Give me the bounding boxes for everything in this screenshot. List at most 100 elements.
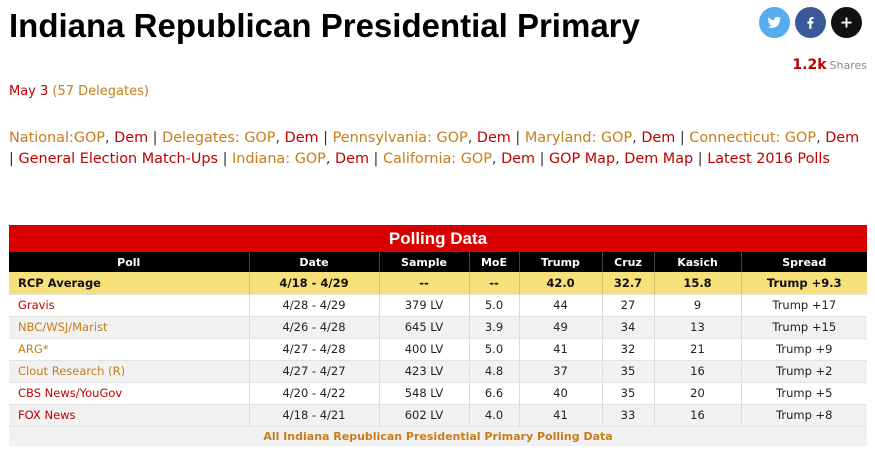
poll-source-link[interactable]: Gravis [18, 298, 55, 312]
nav-link[interactable]: Dem [335, 151, 369, 167]
nav-separator: | [675, 130, 690, 146]
nav-link[interactable]: GOP [294, 151, 326, 167]
nav-link[interactable]: Indiana: [232, 151, 291, 167]
nav-link[interactable]: Connecticut: [689, 130, 781, 146]
cell-moe: 5.0 [468, 338, 519, 361]
twitter-share-button[interactable] [759, 7, 790, 38]
table-row: CBS News/YouGov 4/20 - 4/22 548 LV 6.6 40 35 2… [9, 382, 867, 405]
cell-kasich: 20 [653, 382, 741, 405]
cell-poll: FOX News [9, 404, 249, 427]
cell-poll: CBS News/YouGov [9, 382, 249, 405]
twitter-icon [767, 16, 782, 28]
cell-spread: Trump +8 [740, 404, 867, 427]
cell-poll: Clout Research (R) [9, 360, 249, 383]
cell-cruz: 34 [601, 316, 654, 339]
nav-link[interactable]: General Election Match-Ups [18, 151, 218, 167]
cell-cruz: 32 [601, 338, 654, 361]
nav-link[interactable]: GOP [460, 151, 492, 167]
column-header-spread[interactable]: Spread [740, 252, 867, 272]
nav-separator: , [491, 151, 502, 167]
nav-link[interactable]: Maryland: [524, 130, 597, 146]
average-sample: -- [378, 272, 469, 295]
cell-sample: 400 LV [378, 338, 469, 361]
cell-kasich: 13 [653, 316, 741, 339]
cell-cruz: 35 [601, 360, 654, 383]
share-count-number: 1.2k [792, 57, 827, 73]
cell-cruz: 35 [601, 382, 654, 405]
nav-link[interactable]: GOP Map [549, 151, 616, 167]
average-trump: 42.0 [518, 272, 602, 295]
poll-source-link[interactable]: CBS News/YouGov [18, 386, 123, 400]
cell-moe: 4.0 [468, 404, 519, 427]
plus-icon [841, 17, 852, 28]
nav-separator: | [510, 130, 525, 146]
nav-link[interactable]: Dem [641, 130, 676, 146]
cell-moe: 4.8 [468, 360, 519, 383]
cell-moe: 5.0 [468, 294, 519, 317]
poll-source-link[interactable]: FOX News [18, 408, 76, 422]
nav-link[interactable]: GOP [601, 130, 633, 146]
nav-link[interactable]: Dem [284, 130, 319, 146]
nav-link[interactable]: GOP [73, 130, 105, 146]
cell-sample: 602 LV [378, 404, 469, 427]
nav-separator: , [467, 130, 477, 146]
nav-link[interactable]: Delegates: [162, 130, 240, 146]
cell-sample: 645 LV [378, 316, 469, 339]
column-header-trump[interactable]: Trump [518, 252, 602, 272]
column-header-sample[interactable]: Sample [378, 252, 469, 272]
cell-moe: 3.9 [468, 316, 519, 339]
cell-trump: 41 [518, 338, 602, 361]
nav-link[interactable]: GOP [436, 130, 468, 146]
cell-spread: Trump +9 [740, 338, 867, 361]
nav-link[interactable]: GOP [784, 130, 817, 146]
cell-cruz: 33 [601, 404, 654, 427]
cell-kasich: 9 [653, 294, 741, 317]
election-date: May 3 [9, 84, 49, 99]
column-header-kasich[interactable]: Kasich [653, 252, 741, 272]
table-row: ARG* 4/27 - 4/28 400 LV 5.0 41 32 21 Trump +9 [9, 338, 867, 361]
delegate-count: (57 Delegates) [52, 84, 149, 99]
nav-link[interactable]: National: [9, 130, 74, 146]
column-header-cruz[interactable]: Cruz [601, 252, 654, 272]
nav-link[interactable]: GOP [244, 130, 276, 146]
poll-source-link[interactable]: ARG* [18, 342, 49, 356]
nav-separator: | [368, 151, 383, 167]
nav-link[interactable]: Dem [114, 130, 149, 146]
cell-date: 4/27 - 4/27 [248, 360, 379, 383]
column-header-poll[interactable]: Poll [9, 252, 249, 272]
cell-date: 4/27 - 4/28 [248, 338, 379, 361]
nav-link[interactable]: Dem Map [624, 151, 694, 167]
cell-cruz: 27 [601, 294, 654, 317]
nav-link[interactable]: Latest 2016 Polls [707, 151, 830, 167]
share-buttons [759, 7, 862, 38]
nav-link[interactable]: California: [382, 151, 457, 167]
nav-separator: | [9, 151, 19, 167]
related-links-nav: National:GOP, Dem | Delegates: GOP, Dem … [9, 128, 865, 170]
cell-trump: 37 [518, 360, 602, 383]
facebook-icon [807, 17, 814, 29]
polling-data-table: Polling Data Poll Date Sample MoE Trump … [9, 225, 867, 446]
cell-spread: Trump +5 [740, 382, 867, 405]
all-polls-footer: All Indiana Republican Presidential Prim… [9, 426, 867, 446]
all-polls-link[interactable]: All Indiana Republican Presidential Prim… [263, 429, 613, 443]
cell-date: 4/26 - 4/28 [248, 316, 379, 339]
table-row: NBC/WSJ/Marist 4/26 - 4/28 645 LV 3.9 49 34 13… [9, 316, 867, 339]
nav-link[interactable]: Dem [476, 130, 511, 146]
page-title: Indiana Republican Presidential Primary [9, 7, 640, 44]
nav-link[interactable]: Dem [501, 151, 536, 167]
facebook-share-button[interactable] [795, 7, 826, 38]
nav-separator: | [693, 151, 708, 167]
cell-sample: 379 LV [378, 294, 469, 317]
rcp-average-row: RCP Average 4/18 - 4/29 -- -- 42.0 32.7 … [9, 272, 867, 295]
nav-separator: | [318, 130, 333, 146]
nav-link[interactable]: Dem [825, 130, 860, 146]
column-header-moe[interactable]: MoE [468, 252, 519, 272]
poll-source-link[interactable]: NBC/WSJ/Marist [18, 320, 108, 334]
poll-source-link[interactable]: Clout Research (R) [18, 364, 126, 378]
column-header-date[interactable]: Date [248, 252, 379, 272]
more-share-button[interactable] [831, 7, 862, 38]
cell-poll: NBC/WSJ/Marist [9, 316, 249, 339]
nav-link[interactable]: Pennsylvania: [332, 130, 432, 146]
cell-kasich: 21 [653, 338, 741, 361]
cell-kasich: 16 [653, 360, 741, 383]
